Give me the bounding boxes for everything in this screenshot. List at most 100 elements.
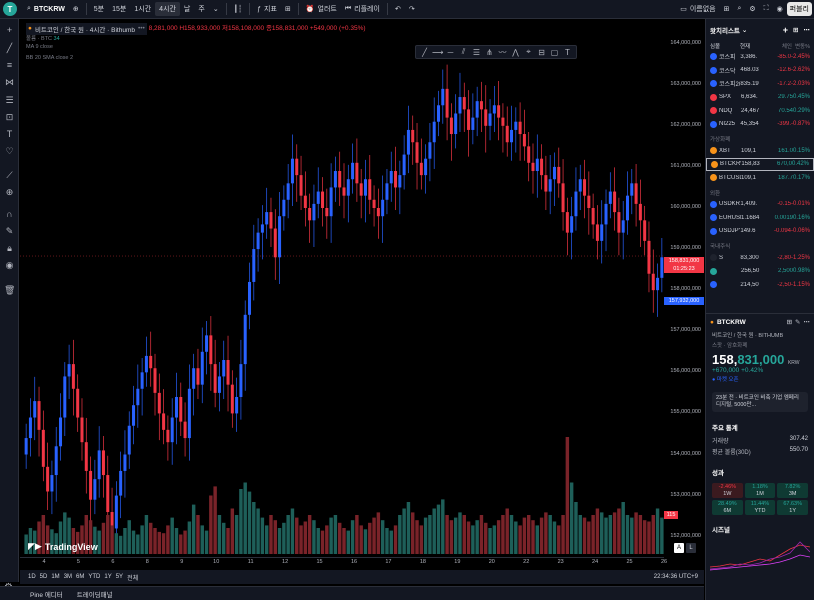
chart-type-button[interactable]: ┃┆ bbox=[230, 0, 246, 19]
watchlist-row[interactable]: 256,50 2,500 0.98% bbox=[706, 265, 814, 279]
perf-cell[interactable]: 28.49% 6M bbox=[712, 500, 743, 515]
range-button[interactable]: 1M bbox=[51, 574, 60, 580]
edit-icon[interactable]: ✎ bbox=[795, 319, 801, 326]
legend-volume[interactable]: 볼륨 · BTC 34 bbox=[26, 34, 60, 42]
legend-symbol[interactable]: ● 비트코인 / 한국 원 · 4시간 · Bithumb ••• bbox=[26, 22, 147, 35]
zoom-icon[interactable]: ⊕ bbox=[5, 187, 14, 197]
compare-button[interactable]: ⊕ bbox=[69, 0, 83, 19]
measure-icon[interactable]: ⊡ bbox=[5, 112, 14, 122]
watchlist-row[interactable]: BTCKRW158,83 670,00.42% bbox=[706, 157, 814, 171]
settings-button[interactable]: ⚙ bbox=[745, 0, 759, 19]
more-icon[interactable]: ⋯ bbox=[803, 27, 811, 34]
interval-4h[interactable]: 4시간 bbox=[155, 2, 180, 16]
watchlist-row[interactable]: 코스닥 468.03 -12.6 -2.62% bbox=[706, 64, 814, 78]
interval-dropdown[interactable]: ⌄ bbox=[209, 0, 223, 19]
quick-search-button[interactable]: ⌕ bbox=[733, 0, 745, 19]
auto-scale-button[interactable]: A bbox=[674, 543, 684, 553]
undo-button[interactable]: ↶ bbox=[391, 0, 405, 19]
perf-cell[interactable]: 7.82% 3M bbox=[777, 483, 808, 498]
price-axis[interactable]: 164,000,000 163,000,000 162,000,000 161,000… bbox=[664, 19, 704, 569]
group-fx[interactable]: 외환 bbox=[710, 190, 721, 197]
projection-tool-icon[interactable]: ⌖ bbox=[526, 47, 531, 56]
watchlist-row[interactable]: NDQ 24,467 70.54 0.29% bbox=[706, 104, 814, 118]
pattern-tool-icon[interactable]: ⋀ bbox=[512, 47, 519, 57]
watchlist-row[interactable]: NI225 45,354 -399. -0.87% bbox=[706, 118, 814, 132]
range-tool-icon[interactable]: ⊟ bbox=[538, 47, 545, 57]
layout-grid-button[interactable]: ⊞ bbox=[720, 0, 734, 19]
range-button[interactable]: 5Y bbox=[115, 574, 124, 580]
interval-15m[interactable]: 15분 bbox=[112, 6, 127, 13]
col-change-pct[interactable]: 변동% bbox=[794, 43, 810, 50]
watchlist-row[interactable]: USDKRW1,409. -0.15-0.01% bbox=[706, 198, 814, 212]
group-crypto[interactable]: 가상화폐 bbox=[710, 137, 731, 143]
clock[interactable]: 22:34:36 UTC+9 bbox=[653, 574, 698, 580]
watchlist-row[interactable]: BTCUSD109,1 187.70.17% bbox=[706, 171, 814, 185]
add-symbol-icon[interactable]: + bbox=[782, 25, 789, 35]
watchlist-row[interactable]: 코스피200835.19 -17.2-2.03% bbox=[706, 77, 814, 91]
tab-trading-panel[interactable]: 트레이딩패널 bbox=[76, 591, 113, 599]
legend-bb[interactable]: BB 20 SMA close 2 bbox=[26, 55, 74, 61]
watchlist-row[interactable]: XBT 109,1 161.0 0.15% bbox=[706, 144, 814, 158]
range-button[interactable]: YTD bbox=[88, 574, 101, 580]
hline-tool-icon[interactable]: ─ bbox=[447, 47, 454, 57]
interval-day[interactable]: 날 bbox=[183, 6, 191, 13]
seasonal-chart[interactable] bbox=[709, 537, 811, 573]
tradingview-logo[interactable]: ◤▶ TradingView bbox=[28, 541, 98, 552]
watchlist-title[interactable]: 왓치리스트 bbox=[710, 28, 740, 35]
watchlist-row[interactable]: 214,50 -2,50 -1.15% bbox=[706, 278, 814, 292]
perf-cell[interactable]: 1.18% 1M bbox=[744, 483, 776, 498]
replay-button[interactable]: ⏮ 리플레이 bbox=[341, 0, 384, 19]
line-tool-icon[interactable]: ╱ bbox=[422, 47, 427, 57]
snapshot-button[interactable]: ◉ bbox=[773, 0, 787, 19]
range-button[interactable]: 3M bbox=[63, 574, 73, 580]
legend-ma[interactable]: MA 9 close bbox=[26, 44, 53, 50]
group-stocks[interactable]: 국내주식 bbox=[710, 244, 731, 250]
ruler-icon[interactable]: ⟋ bbox=[6, 170, 13, 180]
lock-icon[interactable]: 🔒︎ bbox=[7, 243, 12, 253]
publish-button[interactable]: 퍼블리 bbox=[786, 2, 812, 16]
chart-pane[interactable]: ● 비트코인 / 한국 원 · 4시간 · Bithumb ••• 8,281,… bbox=[20, 19, 704, 569]
interval-week[interactable]: 주 bbox=[198, 6, 205, 13]
crosshair-icon[interactable]: + bbox=[6, 25, 13, 35]
wave-tool-icon[interactable]: 〰 bbox=[498, 47, 507, 57]
rect-tool-icon[interactable]: ▢ bbox=[550, 47, 559, 57]
trendline-icon[interactable]: ╱ bbox=[6, 43, 13, 53]
pitchfork-tool-icon[interactable]: ⋔ bbox=[486, 47, 493, 57]
grid-icon[interactable]: ⊞ bbox=[786, 319, 793, 326]
horizontal-lines-icon[interactable]: ≡ bbox=[6, 60, 13, 70]
col-change[interactable]: 체인 bbox=[781, 43, 792, 50]
more-icon[interactable]: ••• bbox=[138, 25, 145, 32]
market-status[interactable]: ● 마켓 오픈 bbox=[712, 377, 739, 383]
pencil-lock-icon[interactable]: ✎ bbox=[5, 226, 14, 236]
symbol-search-button[interactable]: ⌕ BTCKRW bbox=[23, 0, 69, 19]
perf-cell[interactable]: -2.46% 1W bbox=[712, 483, 743, 498]
text-icon[interactable]: T bbox=[6, 129, 13, 139]
perf-cell[interactable]: 67.63% 1Y bbox=[777, 500, 808, 515]
ray-tool-icon[interactable]: ⟶ bbox=[432, 47, 444, 57]
profile-avatar[interactable]: T bbox=[3, 2, 17, 16]
range-button[interactable]: 6M bbox=[76, 574, 85, 580]
redo-button[interactable]: ↷ bbox=[405, 0, 419, 19]
watchlist-row[interactable]: 코스피 3,386. -85.0 -2.45% bbox=[706, 50, 814, 64]
fib-tool-icon[interactable]: ☰ bbox=[472, 47, 481, 57]
tab-pine-editor[interactable]: Pine 에디터 bbox=[30, 591, 63, 599]
layout-name-button[interactable]: ▭ 이름없음 bbox=[676, 0, 719, 19]
interval-1h[interactable]: 1시간 bbox=[134, 6, 152, 13]
range-button[interactable]: 전체 bbox=[127, 575, 139, 582]
watchlist-row[interactable]: SPX 6,634. 29.75 0.45% bbox=[706, 91, 814, 105]
col-symbol[interactable]: 심볼 bbox=[710, 43, 721, 50]
interval-5m[interactable]: 5분 bbox=[93, 6, 105, 13]
time-axis[interactable]: 4 5 6 8 9 10 11 12 15 16 17 18 19 20 22 23 24 25 26 bbox=[20, 557, 667, 569]
perf-cell[interactable]: 11.44% YTD bbox=[744, 500, 776, 515]
news-item[interactable]: 23분 전 · 비트코인 비축 기업 엠페리 디지털, 5000만... bbox=[712, 392, 808, 412]
indicators-button[interactable]: ƒ 지표 bbox=[253, 0, 281, 19]
pattern-icon[interactable]: ⋈ bbox=[5, 77, 14, 87]
watchlist-row[interactable]: USDJPY 149.6 -0.094 -0.06% bbox=[706, 225, 814, 239]
more-icon[interactable]: ⋯ bbox=[803, 319, 811, 326]
templates-button[interactable]: ⊞ bbox=[281, 0, 295, 19]
range-button[interactable]: 1Y bbox=[104, 574, 112, 580]
parallel-tool-icon[interactable]: ⫽ bbox=[461, 47, 466, 56]
trash-icon[interactable]: 🗑︎ bbox=[4, 285, 16, 295]
watchlist-options-icon[interactable]: ⊞ bbox=[793, 27, 799, 34]
